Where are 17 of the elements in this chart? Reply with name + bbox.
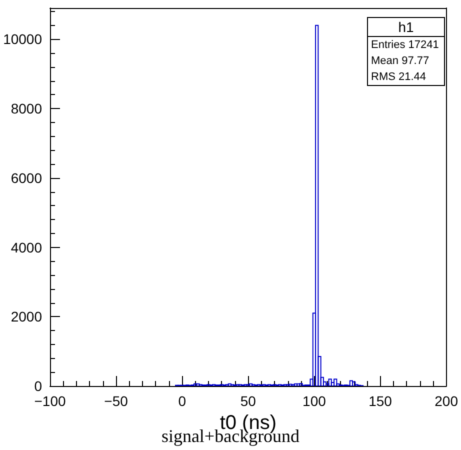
y-tick-label: 6000	[10, 170, 42, 186]
x-tick-label: 200	[434, 393, 458, 409]
x-tick-label: 0	[178, 393, 186, 409]
annotation: RMS 21.44	[370, 70, 428, 85]
y-tick-label: 2000	[10, 308, 42, 325]
y-tick-label: 10000	[3, 31, 42, 48]
x-tick-label: 50	[240, 393, 256, 409]
annotation: Entries 17241	[370, 38, 440, 53]
y-tick-label: 8000	[10, 100, 42, 117]
y-tick-label: 4000	[10, 239, 42, 256]
x-tick-label: −50	[104, 393, 128, 409]
y-tick-label: 0	[34, 378, 42, 394]
x-tick-label: 100	[302, 393, 326, 409]
x-tick-label: 150	[368, 393, 392, 409]
annotation: Mean 97.77	[370, 54, 430, 69]
x-tick-label: −100	[34, 393, 66, 409]
annotation: h1	[368, 18, 444, 37]
